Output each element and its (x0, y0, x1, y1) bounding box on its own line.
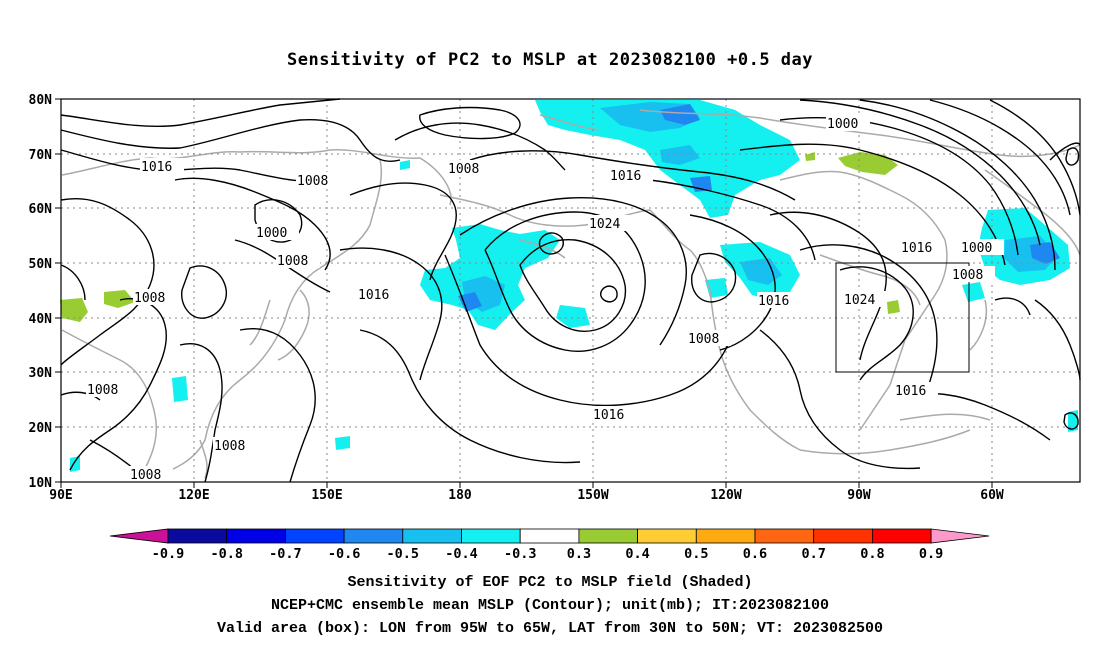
colorbar-segment (167, 528, 228, 544)
chart-title: Sensitivity of PC2 to MSLP at 2023082100… (286, 50, 813, 70)
colorbar-label: -0.5 (387, 546, 420, 562)
colorbar-label: -0.9 (152, 546, 185, 562)
contour-label: 1008 (130, 468, 161, 483)
colorbar-label: 0.7 (802, 546, 826, 562)
colorbar-segment (343, 528, 404, 544)
colorbar: -0.9 -0.8 -0.7 -0.6 -0.5 -0.4 -0.3 0.3 0.4 0.5 0.6… (109, 528, 990, 562)
lon-label: 90E (49, 488, 72, 503)
colorbar-segment (461, 528, 521, 544)
contour-label: 1008 (87, 383, 118, 398)
colorbar-label: 0.9 (919, 546, 943, 562)
contour-label: 1016 (358, 288, 389, 303)
contour-label: 1016 (593, 408, 624, 423)
lat-label: 60N (29, 202, 53, 217)
contour-label: 1000 (256, 226, 287, 241)
colorbar-segment (284, 528, 345, 544)
contour-label: 1000 (961, 241, 992, 256)
colorbar-segment (519, 528, 580, 544)
contour-label: 1024 (844, 293, 875, 308)
colorbar-label: -0.4 (445, 546, 478, 562)
contour-label: 1008 (297, 174, 328, 189)
lat-label: 30N (29, 366, 53, 381)
colorbar-segment (226, 528, 286, 544)
colorbar-segment (402, 528, 462, 544)
colorbar-label: 0.5 (684, 546, 708, 562)
valid-area-box (835, 262, 970, 373)
map-frame (60, 98, 1081, 483)
lat-label: 70N (29, 148, 53, 163)
caption-line-3: Valid area (box): LON from 95W to 65W, L… (216, 620, 884, 637)
lat-label: 80N (29, 93, 53, 108)
contour-label: 1016 (610, 169, 641, 184)
colorbar-segment (872, 528, 932, 544)
colorbar-label: -0.8 (210, 546, 243, 562)
contour-label: 1016 (758, 294, 789, 309)
lat-label: 20N (29, 421, 53, 436)
colorbar-segment (813, 528, 873, 544)
lat-label: 50N (29, 257, 53, 272)
lon-label: 150W (577, 488, 608, 503)
latitude-labels: 80N 70N 60N 50N 40N 30N 20N 10N (29, 93, 53, 491)
lon-label: 60W (980, 488, 1004, 503)
colorbar-segment (578, 528, 639, 544)
contour-label: 1008 (952, 268, 983, 283)
lat-label: 40N (29, 312, 53, 327)
lat-label: 10N (29, 476, 53, 491)
contour-label: 1016 (141, 160, 172, 175)
colorbar-min-triangle (109, 528, 169, 544)
contour-label: 1008 (688, 332, 719, 347)
lon-label: 90W (847, 488, 871, 503)
contour-label: 1008 (214, 439, 245, 454)
contour-label: 1024 (589, 217, 620, 232)
lon-label: 180 (448, 488, 472, 503)
caption-line-2: NCEP+CMC ensemble mean MSLP (Contour); u… (270, 597, 830, 614)
coastlines (61, 109, 1081, 479)
colorbar-label: -0.7 (269, 546, 302, 562)
contour-label: 1016 (895, 384, 926, 399)
colorbar-label: 0.3 (567, 546, 591, 562)
lon-label: 120E (178, 488, 209, 503)
lon-label: 120W (710, 488, 741, 503)
caption-line-1: Sensitivity of EOF PC2 to MSLP field (Sh… (347, 574, 753, 591)
colorbar-label: -0.6 (328, 546, 361, 562)
contour-label-group: 1016 1008 1000 1008 1008 1008 1008 1008 … (86, 115, 1004, 483)
lon-label: 150E (311, 488, 342, 503)
longitude-labels: 90E 120E 150E 180 150W 120W 90W 60W (49, 488, 1004, 503)
colorbar-label: 0.6 (743, 546, 767, 562)
contour-label: 1000 (827, 117, 858, 132)
colorbar-segment (637, 528, 697, 544)
colorbar-label: -0.3 (504, 546, 537, 562)
colorbar-segment (695, 528, 756, 544)
colorbar-label: 0.4 (625, 546, 649, 562)
colorbar-label: 0.8 (860, 546, 884, 562)
axis-ticks (55, 98, 993, 488)
colorbar-segment (754, 528, 815, 544)
contour-label: 1016 (901, 241, 932, 256)
contour-label: 1008 (134, 291, 165, 306)
mslp-contours (60, 98, 1081, 483)
contour-label: 1008 (277, 254, 308, 269)
contour-label: 1008 (448, 162, 479, 177)
colorbar-max-triangle (930, 528, 990, 544)
